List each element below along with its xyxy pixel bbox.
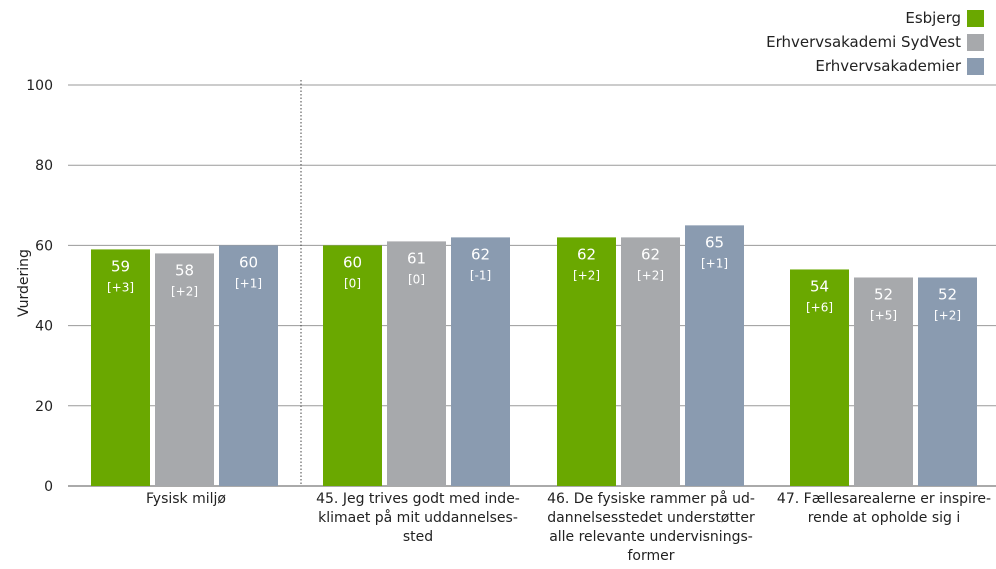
bar-value-label: 62 (471, 245, 490, 263)
bar-value-label: 65 (705, 233, 724, 251)
bar-value-label: 62 (577, 245, 596, 263)
bar-change-label: [+2] (171, 284, 198, 298)
bar (685, 225, 744, 486)
y-axis-label: Vurdering (16, 249, 32, 317)
bar-value-label: 62 (641, 245, 660, 263)
legend-swatch-erhvervsakademier (967, 57, 984, 75)
x-category-label: 46. De fysiske rammer på ud-dannelsesste… (547, 491, 755, 564)
bar-change-label: [+1] (235, 276, 262, 290)
bar-change-label: [0] (408, 272, 425, 286)
x-category-label: Fysisk miljø (146, 491, 226, 507)
bar (219, 245, 278, 486)
bar-value-label: 61 (407, 249, 426, 267)
bar-value-label: 52 (938, 285, 957, 303)
y-tick-label: 0 (44, 479, 53, 495)
bar-change-label: [+2] (573, 268, 600, 282)
bar-value-label: 54 (810, 277, 829, 295)
legend-label-sydvest: Erhvervsakademi SydVest (766, 33, 961, 51)
bar-change-label: [+2] (934, 308, 961, 322)
bar-change-label: [+1] (701, 256, 728, 270)
y-tick-label: 100 (26, 78, 53, 94)
bar-value-label: 60 (343, 253, 362, 271)
bar (91, 249, 150, 486)
bar (451, 237, 510, 486)
legend-item-esbjerg: Esbjerg (766, 6, 984, 30)
bar (387, 241, 446, 486)
bar-value-label: 59 (111, 257, 130, 275)
x-category-label: 47. Fællesarealerne er inspire-rende at … (776, 491, 992, 526)
bar-value-label: 52 (874, 285, 893, 303)
legend-label-esbjerg: Esbjerg (905, 9, 961, 27)
bar-change-label: [+6] (806, 300, 833, 314)
bar (854, 277, 913, 486)
bar-value-label: 58 (175, 261, 194, 279)
legend-item-sydvest: Erhvervsakademi SydVest (766, 30, 984, 54)
bar-value-label: 60 (239, 253, 258, 271)
bar (155, 253, 214, 486)
bar (557, 237, 616, 486)
legend-item-erhvervsakademier: Erhvervsakademier (766, 54, 984, 78)
bar-change-label: [-1] (470, 268, 491, 282)
bar (790, 269, 849, 486)
legend: Esbjerg Erhvervsakademi SydVest Erhvervs… (766, 6, 984, 78)
y-tick-label: 80 (35, 158, 53, 174)
legend-swatch-sydvest (967, 33, 984, 51)
legend-label-erhvervsakademier: Erhvervsakademier (815, 57, 961, 75)
bar-change-label: [+5] (870, 308, 897, 322)
bar (918, 277, 977, 486)
y-tick-label: 20 (35, 399, 53, 415)
bar-change-label: [+3] (107, 280, 134, 294)
y-tick-label: 60 (35, 238, 53, 254)
bar-change-label: [0] (344, 276, 361, 290)
bar (621, 237, 680, 486)
bar-change-label: [+2] (637, 268, 664, 282)
x-category-label: 45. Jeg trives godt med inde-klimaet på … (316, 491, 520, 545)
y-tick-label: 40 (35, 319, 53, 335)
legend-swatch-esbjerg (967, 9, 984, 27)
bar (323, 245, 382, 486)
